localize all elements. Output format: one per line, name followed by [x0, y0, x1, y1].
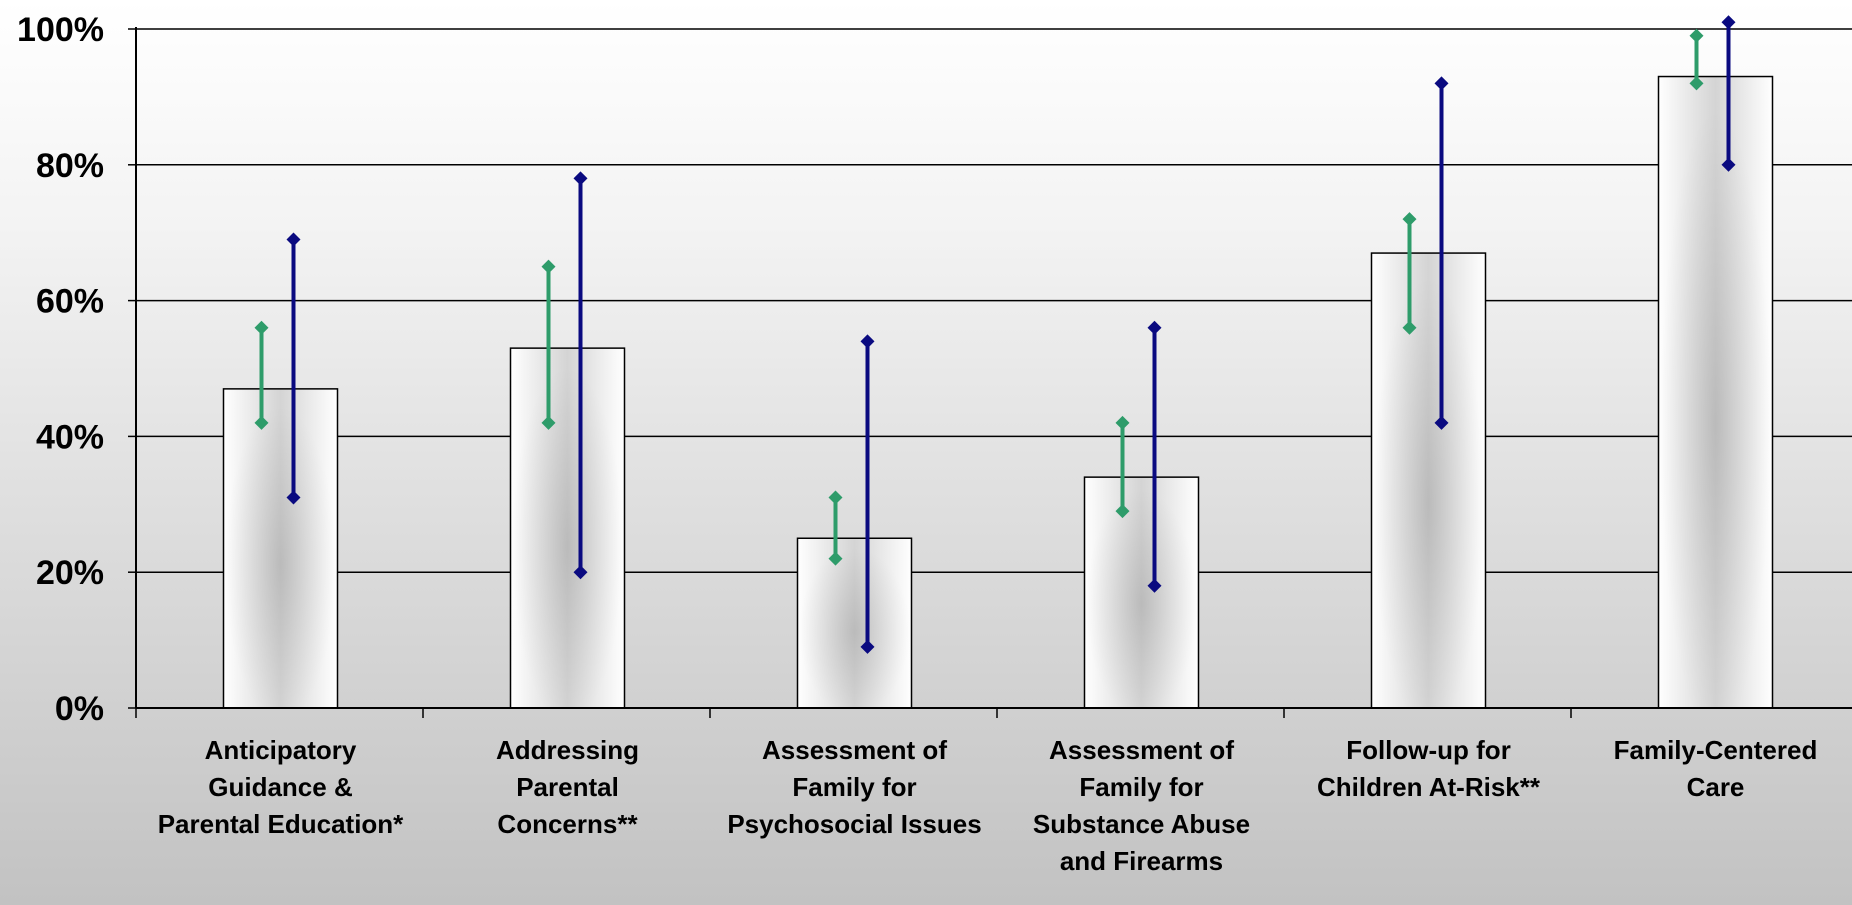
- x-category-label: Parental Education*: [158, 809, 404, 839]
- x-category-label: Anticipatory: [205, 735, 357, 765]
- range-marker-0-3-low: [1115, 504, 1130, 519]
- bar-shading-1: [511, 349, 624, 707]
- x-category-label: Parental: [516, 772, 619, 802]
- x-category-label: Assessment of: [762, 735, 947, 765]
- axes: [128, 27, 1852, 718]
- range-marker-1-1-low: [573, 565, 588, 580]
- range-marker-0-2-low: [828, 551, 843, 566]
- range-marker-0-1-low: [541, 415, 556, 430]
- bar-shading-2: [798, 539, 911, 707]
- range-marker-1-2-low: [860, 639, 875, 654]
- range-marker-1-2-high: [860, 334, 875, 349]
- range-marker-0-2-high: [828, 490, 843, 505]
- bar-shading-3: [1085, 478, 1198, 707]
- range-marker-0-3-high: [1115, 415, 1130, 430]
- y-tick-label: 0%: [55, 690, 104, 728]
- range-marker-1-0-low: [286, 490, 301, 505]
- x-category-label: Family for: [1079, 772, 1203, 802]
- x-category-label: and Firearms: [1060, 846, 1223, 876]
- range-lines: [254, 15, 1736, 654]
- range-marker-1-4-high: [1434, 76, 1449, 91]
- range-marker-1-1-high: [573, 171, 588, 186]
- range-marker-0-1-high: [541, 259, 556, 274]
- y-tick-label: 20%: [36, 554, 104, 592]
- x-category-label: Psychosocial Issues: [727, 809, 981, 839]
- range-marker-0-5-low: [1689, 76, 1704, 91]
- y-tick-label: 100%: [17, 11, 104, 49]
- y-tick-label: 80%: [36, 147, 104, 185]
- x-category-label: Addressing: [496, 735, 639, 765]
- range-marker-1-3-low: [1147, 578, 1162, 593]
- range-marker-0-4-low: [1402, 320, 1417, 335]
- x-category-label: Follow-up for: [1346, 735, 1511, 765]
- range-marker-0-4-high: [1402, 212, 1417, 227]
- range-marker-1-3-high: [1147, 320, 1162, 335]
- x-category-label: Family for: [792, 772, 916, 802]
- range-marker-1-4-low: [1434, 415, 1449, 430]
- range-marker-1-0-high: [286, 232, 301, 247]
- x-category-label: Family-Centered: [1614, 735, 1818, 765]
- bar-shading-0: [224, 389, 337, 707]
- x-category-label: Substance Abuse: [1033, 809, 1250, 839]
- x-category-label: Assessment of: [1049, 735, 1234, 765]
- x-category-label: Concerns**: [497, 809, 638, 839]
- bar-shading-5: [1659, 77, 1772, 707]
- range-marker-1-5-low: [1721, 157, 1736, 172]
- x-category-label: Care: [1687, 772, 1745, 802]
- bar-shading-4: [1372, 254, 1485, 707]
- range-marker-0-0-low: [254, 415, 269, 430]
- x-category-label: Guidance &: [208, 772, 352, 802]
- x-category-label: Children At-Risk**: [1317, 772, 1541, 802]
- bars: [222, 75, 1774, 709]
- range-marker-1-5-high: [1721, 15, 1736, 30]
- y-tick-label: 60%: [36, 283, 104, 321]
- range-marker-0-5-high: [1689, 28, 1704, 43]
- y-tick-label: 40%: [36, 418, 104, 456]
- gridlines: [136, 28, 1852, 573]
- labels: 0% 20% 40% 60% 80% 100% Anticipatory Guidance &…: [17, 11, 1817, 876]
- range-marker-0-0-high: [254, 320, 269, 335]
